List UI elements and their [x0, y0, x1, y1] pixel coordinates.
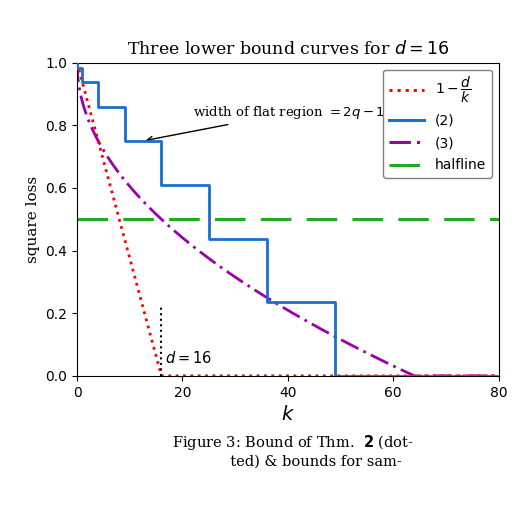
Text: Figure 3: Bound of Thm.  $\mathbf{2}$ (dot-
          ted) & bounds for sam-: Figure 3: Bound of Thm. $\mathbf{2}$ (do…: [172, 433, 414, 468]
Title: Three lower bound curves for $d = 16$: Three lower bound curves for $d = 16$: [126, 40, 449, 58]
Text: $d = 16$: $d = 16$: [165, 350, 212, 366]
Text: width of flat region $= 2q-1$: width of flat region $= 2q-1$: [147, 104, 385, 141]
X-axis label: $k$: $k$: [281, 405, 295, 424]
Y-axis label: square loss: square loss: [26, 176, 40, 263]
Legend: $1 - \dfrac{d}{k}$, (2), (3), halfline: $1 - \dfrac{d}{k}$, (2), (3), halfline: [383, 69, 491, 178]
